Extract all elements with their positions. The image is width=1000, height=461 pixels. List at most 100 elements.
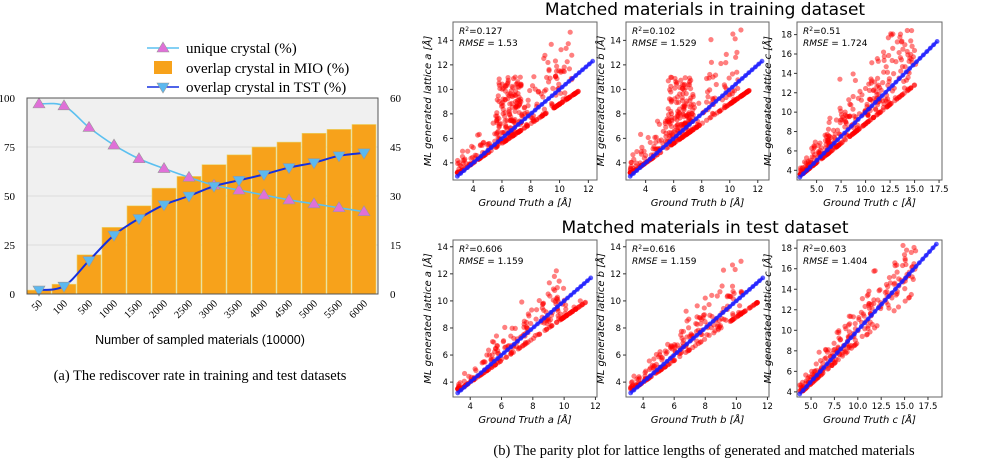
generated-point <box>839 139 846 145</box>
generated-point <box>512 108 518 115</box>
generated-point <box>730 288 736 295</box>
generated-point <box>864 331 870 337</box>
y-left-tick-label: 25 <box>4 240 16 252</box>
generated-point <box>696 100 702 106</box>
generated-point <box>676 110 682 116</box>
generated-point <box>677 353 683 360</box>
generated-point <box>902 256 908 262</box>
y-tick-label: 8 <box>787 128 792 138</box>
generated-point <box>672 96 678 102</box>
generated-point <box>502 324 508 330</box>
y-tick-label: 12 <box>610 270 621 280</box>
rmse-symbol: RMSE <box>632 257 658 267</box>
generated-point <box>472 152 478 158</box>
x-tick-label: 5500 <box>322 298 345 321</box>
r2-annotation: R2=0.606 <box>459 244 503 255</box>
generated-point <box>862 121 869 127</box>
plot-frame <box>452 239 598 398</box>
generated-point <box>897 31 904 37</box>
generated-point <box>562 302 569 308</box>
x-tick-label: 1000 <box>97 298 120 321</box>
rmse-value: = 1.159 <box>657 257 696 267</box>
generated-point <box>630 152 636 158</box>
generated-point <box>846 97 852 103</box>
generated-point <box>628 380 635 386</box>
generated-point <box>678 77 684 83</box>
generated-point <box>554 63 560 69</box>
y-tick-label: 14 <box>610 36 621 46</box>
generated-point <box>867 97 873 103</box>
y-tick-label: 4 <box>787 166 792 176</box>
rmse-value: = 1.529 <box>657 39 696 49</box>
plot-frame <box>796 21 943 181</box>
generated-point <box>684 113 690 119</box>
unique-crystal-marker <box>57 99 71 111</box>
legend-item: overlap crystal in MIO (%) <box>154 61 349 77</box>
rmse-value: = 1.724 <box>828 39 867 49</box>
x-tick-label: 12 <box>583 185 594 195</box>
generated-point <box>541 106 548 112</box>
generated-point <box>902 298 908 304</box>
generated-point <box>885 302 891 308</box>
generated-point <box>628 164 634 170</box>
generated-point <box>833 117 840 123</box>
y-axis-label: ML generated lattice a [Å] <box>421 253 434 384</box>
generated-point <box>877 85 883 91</box>
generated-point <box>733 54 739 60</box>
generated-point <box>505 77 511 83</box>
x-tick-label: 5000 <box>297 298 320 321</box>
generated-point <box>572 306 578 313</box>
generated-point <box>871 301 877 307</box>
x-tick-label: 8 <box>528 185 533 195</box>
generated-point <box>522 104 528 110</box>
generated-point <box>524 325 530 331</box>
r2-symbol: R <box>803 27 809 37</box>
generated-point <box>729 283 736 289</box>
generated-point <box>866 301 872 307</box>
generated-point <box>556 81 562 87</box>
generated-point <box>864 293 870 299</box>
generated-point <box>683 101 689 107</box>
y-tick-label: 16 <box>781 50 792 60</box>
ground-truth-line <box>629 60 763 178</box>
unique-crystal-marker <box>307 197 321 209</box>
ground-truth-line <box>456 276 592 395</box>
generated-point <box>668 74 674 80</box>
y-tick-label: 4 <box>616 159 621 169</box>
generated-point <box>508 333 514 339</box>
parity-plot: 4 6 8 10 12 4 6 8 10 12 14 Ground Truth b [Å] ML gen… <box>594 21 770 209</box>
y-tick-label: 10 <box>437 85 448 95</box>
y-tick-label: 12 <box>437 61 448 71</box>
generated-point <box>552 287 558 293</box>
generated-point <box>485 347 492 353</box>
generated-point <box>567 29 573 35</box>
generated-point <box>685 325 692 331</box>
generated-point <box>831 340 837 346</box>
generated-point <box>854 340 860 347</box>
generated-point <box>713 81 719 88</box>
generated-point <box>896 49 902 56</box>
generated-point <box>869 321 875 327</box>
generated-point <box>881 57 887 64</box>
generated-point <box>546 324 553 330</box>
generated-point <box>558 69 564 75</box>
y-left-tick-label: 0 <box>10 289 16 301</box>
generated-point <box>805 160 811 166</box>
y-right-tick-label: 60 <box>390 93 402 105</box>
generated-point <box>694 303 700 309</box>
unique-crystal-marker <box>107 138 121 150</box>
y-left-tick-label: 100 <box>0 93 16 105</box>
generated-point <box>496 121 503 127</box>
generated-point <box>865 325 871 331</box>
ground-truth-line <box>456 60 594 178</box>
generated-point <box>812 139 818 145</box>
generated-point <box>545 59 551 66</box>
generated-point <box>566 66 573 72</box>
generated-point <box>850 93 856 100</box>
generated-point <box>846 113 853 119</box>
generated-point <box>727 92 733 98</box>
generated-point <box>732 36 738 42</box>
generated-point <box>734 69 740 75</box>
x-tick-label: 8 <box>530 402 535 412</box>
generated-point <box>569 93 575 99</box>
